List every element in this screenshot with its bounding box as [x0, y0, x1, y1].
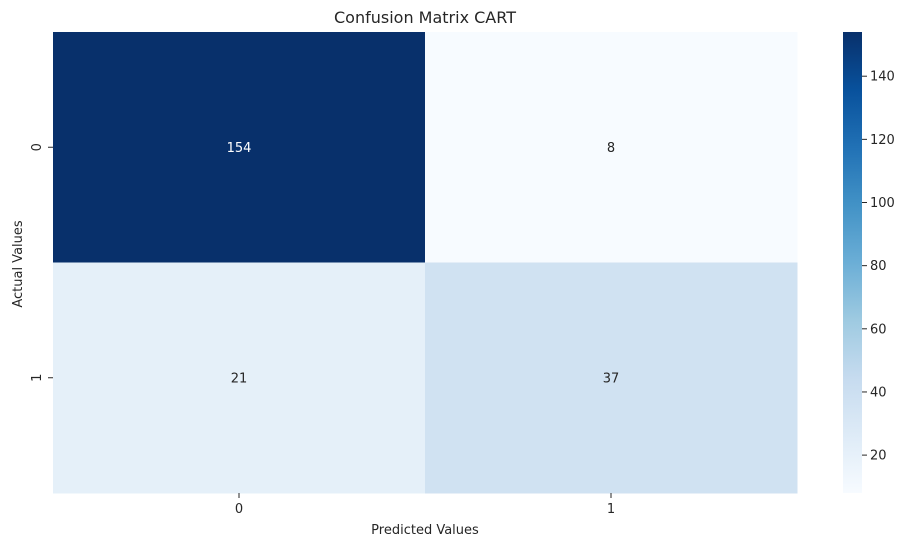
chart-title: Confusion Matrix CART [334, 8, 516, 27]
cell-value-label: 154 [227, 141, 252, 156]
colorbar-tick-label: 60 [870, 322, 887, 337]
colorbar-tick-label: 40 [870, 385, 887, 400]
heatmap-cell [425, 32, 798, 263]
colorbar-tick-label: 120 [870, 133, 895, 148]
colorbar-tick-label: 140 [870, 70, 895, 85]
colorbar-tick-label: 80 [870, 259, 887, 274]
heatmap-cells [53, 32, 798, 494]
y-tick-label: 0 [30, 143, 45, 151]
x-tick-label: 0 [235, 502, 243, 517]
x-axis-label: Predicted Values [371, 523, 479, 538]
cell-value-label: 21 [231, 371, 248, 386]
y-tick-label: 1 [30, 374, 45, 382]
heatmap-cell [425, 262, 798, 494]
x-tick-label: 1 [607, 502, 615, 517]
heatmap-cell [53, 262, 426, 494]
colorbar [843, 32, 862, 493]
cell-value-label: 37 [603, 371, 620, 386]
colorbar-ticks: 20 40 60 80 100 120 140 [862, 70, 895, 464]
cell-value-label: 8 [607, 141, 615, 156]
colorbar-tick-label: 20 [870, 449, 887, 464]
heatmap-cell [53, 32, 426, 263]
y-axis-ticks: 01 [30, 143, 53, 382]
cell-value-labels: 154 8 21 37 [227, 141, 620, 387]
y-axis-label: Actual Values [11, 220, 26, 308]
colorbar-tick-label: 100 [870, 196, 895, 211]
